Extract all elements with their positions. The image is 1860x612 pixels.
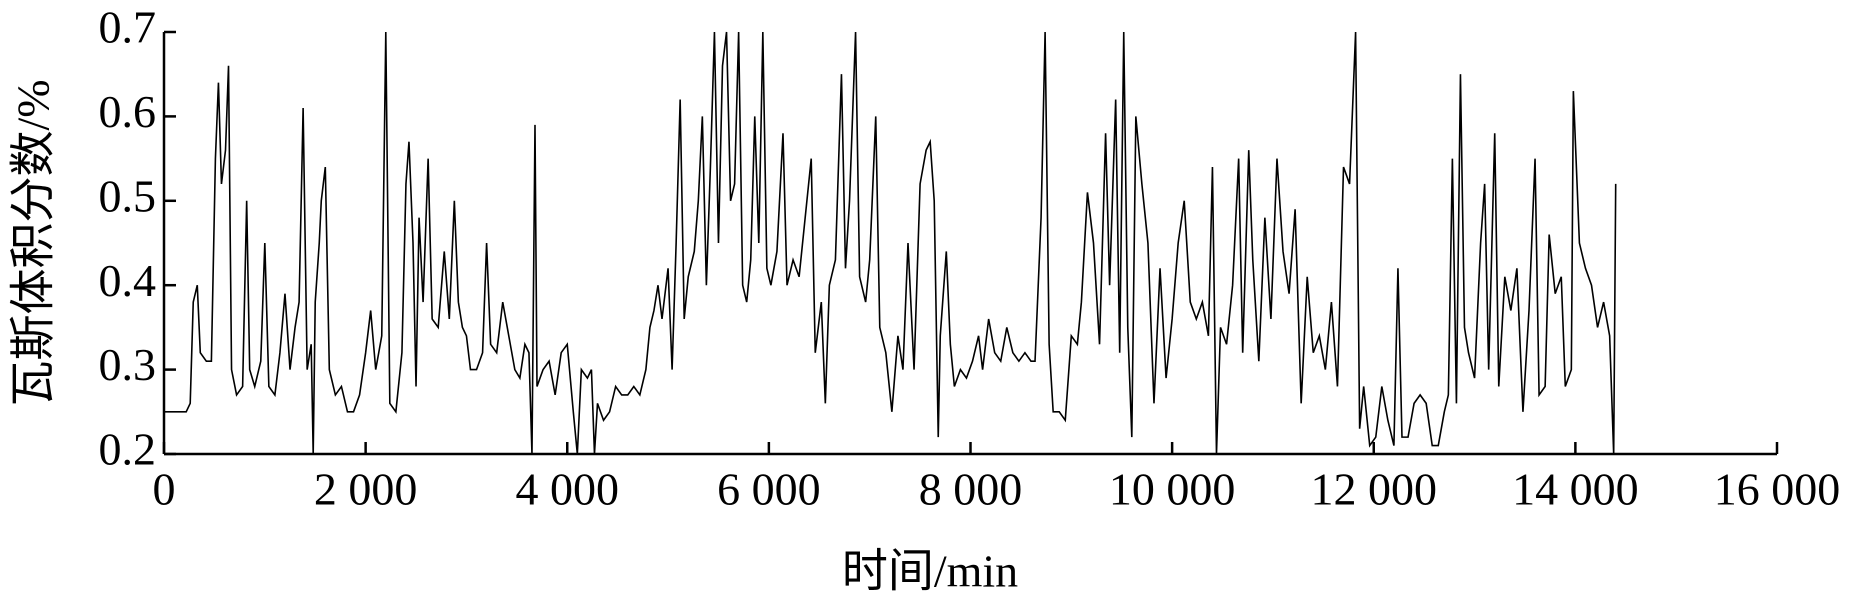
y-tick-label: 0.4 bbox=[99, 255, 157, 306]
data-line bbox=[164, 31, 1617, 455]
x-tick-label: 2 000 bbox=[314, 464, 418, 515]
x-tick-label: 10 000 bbox=[1109, 464, 1236, 515]
x-tick-label: 0 bbox=[153, 464, 176, 515]
y-tick-label: 0.2 bbox=[99, 424, 157, 475]
x-tick-label: 12 000 bbox=[1311, 464, 1438, 515]
y-tick-label: 0.3 bbox=[99, 339, 157, 390]
y-tick-label: 0.7 bbox=[99, 2, 157, 53]
x-tick-label: 16 000 bbox=[1714, 464, 1841, 515]
x-tick-label: 14 000 bbox=[1512, 464, 1639, 515]
x-tick-label: 8 000 bbox=[919, 464, 1023, 515]
y-axis-title: 瓦斯体积分数/% bbox=[8, 79, 59, 406]
y-tick-label: 0.5 bbox=[99, 170, 157, 221]
x-axis-title: 时间/min bbox=[842, 546, 1018, 597]
y-tick-label: 0.6 bbox=[99, 86, 157, 137]
x-tick-label: 4 000 bbox=[516, 464, 620, 515]
x-tick-label: 6 000 bbox=[717, 464, 821, 515]
